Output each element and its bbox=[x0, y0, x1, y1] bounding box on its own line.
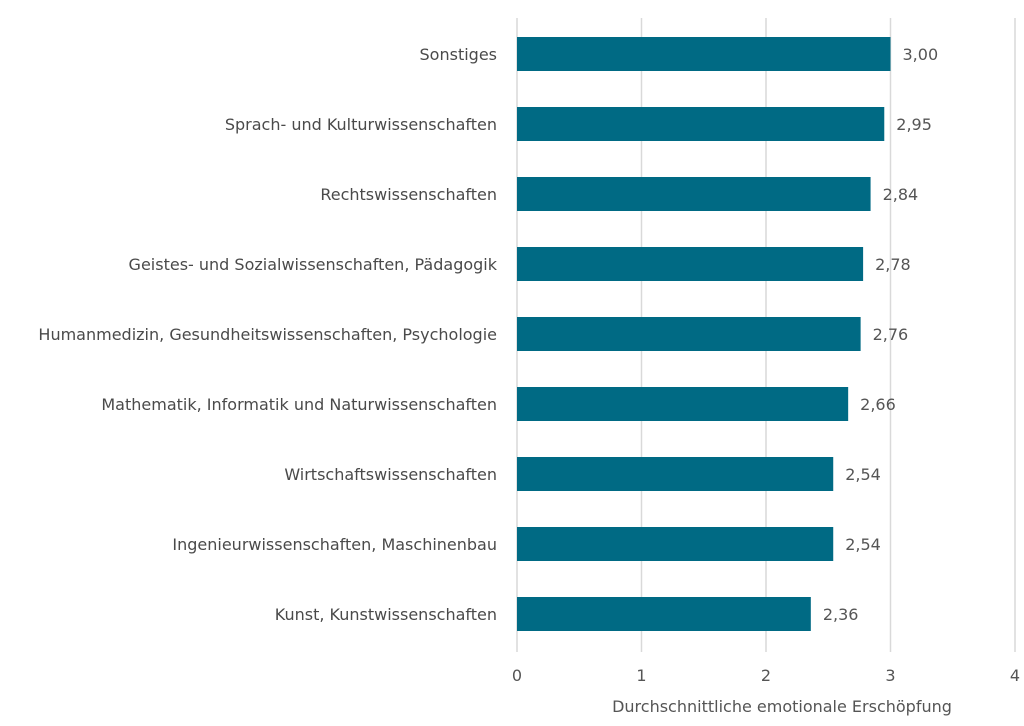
x-tick-label: 1 bbox=[636, 666, 646, 685]
x-tick-label: 2 bbox=[761, 666, 771, 685]
category-label: Sonstiges bbox=[420, 45, 497, 64]
data-label: 2,84 bbox=[883, 185, 919, 204]
data-label: 2,54 bbox=[845, 535, 881, 554]
data-label: 2,66 bbox=[860, 395, 896, 414]
bar bbox=[517, 247, 864, 281]
data-label: 3,00 bbox=[903, 45, 939, 64]
x-axis-ticks: 0 1 2 3 4 bbox=[512, 666, 1020, 685]
bar bbox=[517, 387, 849, 421]
data-label: 2,78 bbox=[875, 255, 911, 274]
bars bbox=[517, 37, 891, 631]
bar bbox=[517, 597, 811, 631]
bar bbox=[517, 527, 834, 561]
x-tick-label: 3 bbox=[885, 666, 895, 685]
category-label: Mathematik, Informatik und Naturwissensc… bbox=[101, 395, 497, 414]
category-labels: Sonstiges Sprach- und Kulturwissenschafte… bbox=[38, 45, 497, 624]
data-label: 2,54 bbox=[845, 465, 881, 484]
bar bbox=[517, 37, 891, 71]
category-label: Geistes- und Sozialwissenschaften, Pädag… bbox=[129, 255, 498, 274]
bar bbox=[517, 107, 885, 141]
data-label: 2,76 bbox=[873, 325, 909, 344]
x-axis-title: Durchschnittliche emotionale Erschöpfung bbox=[612, 697, 952, 716]
data-label: 2,36 bbox=[823, 605, 859, 624]
category-label: Humanmedizin, Gesundheitswissenschaften,… bbox=[38, 325, 497, 344]
x-tick-label: 4 bbox=[1010, 666, 1020, 685]
bar bbox=[517, 457, 834, 491]
category-label: Sprach- und Kulturwissenschaften bbox=[225, 115, 497, 134]
bar bbox=[517, 177, 871, 211]
data-label: 2,95 bbox=[896, 115, 932, 134]
category-label: Wirtschaftswissenschaften bbox=[284, 465, 497, 484]
value-labels: 3,00 2,95 2,84 2,78 2,76 2,66 2,54 2,54 2,36 bbox=[823, 45, 938, 624]
bar bbox=[517, 317, 861, 351]
category-label: Kunst, Kunstwissenschaften bbox=[275, 605, 497, 624]
category-label: Ingenieurwissenschaften, Maschinenbau bbox=[172, 535, 497, 554]
category-label: Rechtswissenschaften bbox=[320, 185, 497, 204]
x-tick-label: 0 bbox=[512, 666, 522, 685]
